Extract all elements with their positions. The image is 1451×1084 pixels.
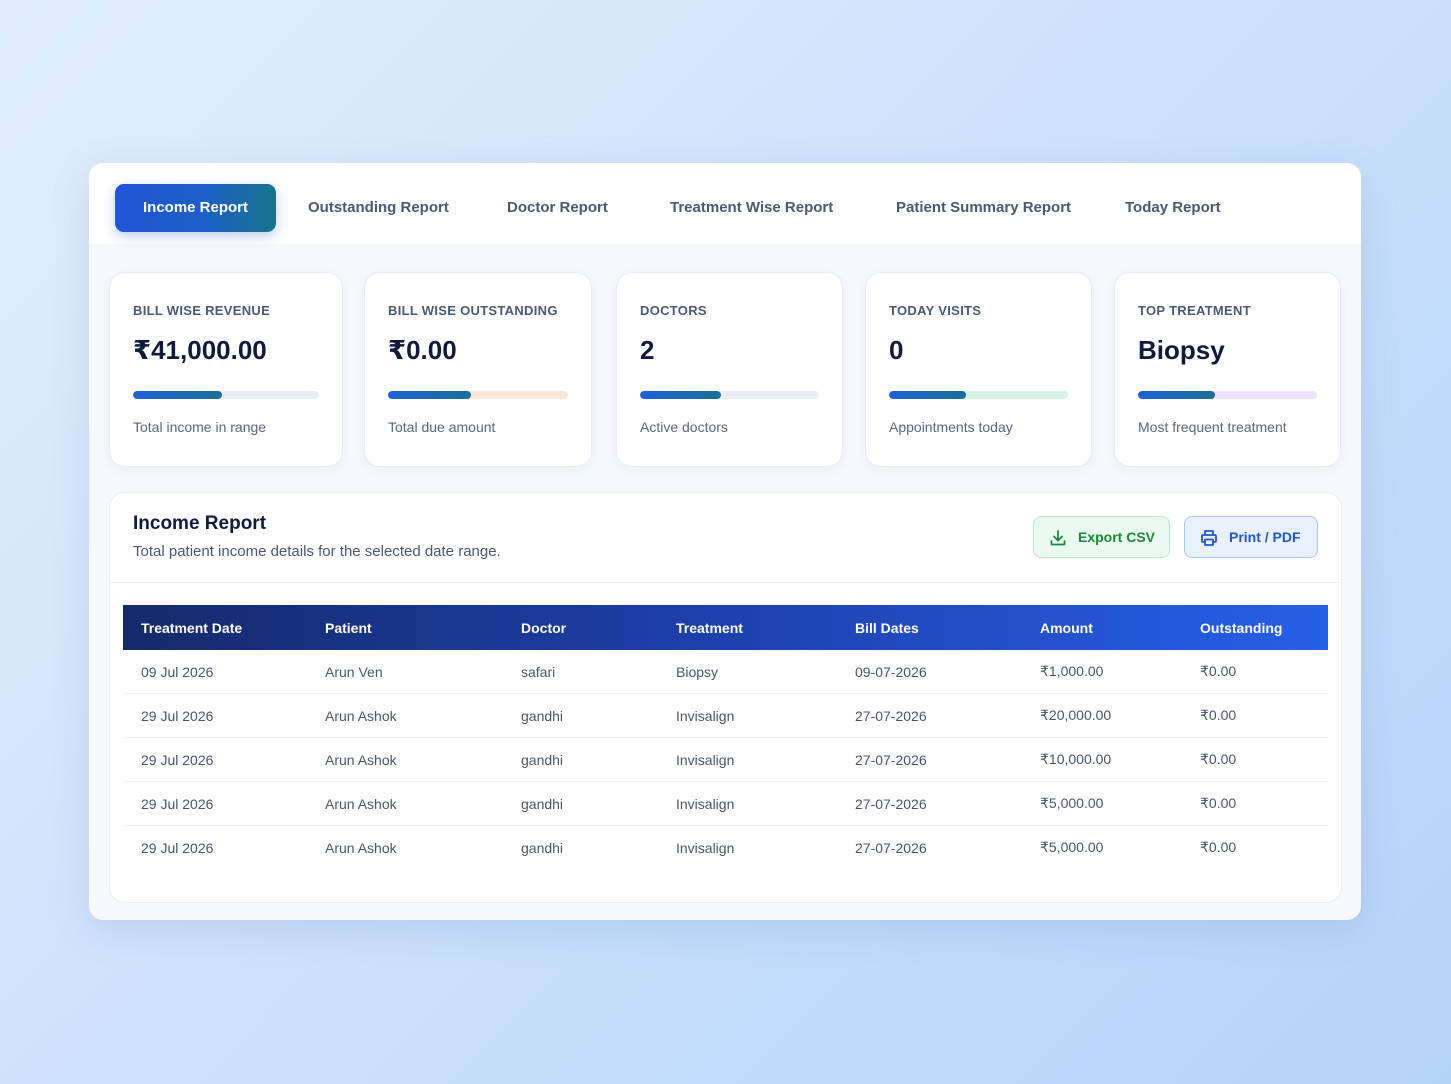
cell-treatment-date: 09 Jul 2026 — [123, 650, 307, 694]
print-pdf-button[interactable]: Print / PDF — [1184, 516, 1318, 558]
cell-amount: ₹5,000.00 — [1040, 839, 1104, 855]
cell-patient: Arun Ven — [307, 650, 503, 694]
tab-patient-summary-report[interactable]: Patient Summary Report — [896, 199, 1072, 216]
export-csv-button[interactable]: Export CSV — [1033, 516, 1170, 558]
card-description: Total due amount — [388, 419, 496, 435]
tab-doctor-report[interactable]: Doctor Report — [507, 199, 608, 216]
tab-treatment-wise-report[interactable]: Treatment Wise Report — [670, 199, 834, 216]
cell-treatment: Biopsy — [658, 650, 837, 694]
progress-fill — [1138, 391, 1215, 399]
card-label: BILL WISE OUTSTANDING — [388, 303, 558, 318]
cell-treatment-date: 29 Jul 2026 — [123, 693, 307, 738]
progress-track — [889, 391, 1068, 399]
progress-track — [640, 391, 819, 399]
table-row: 29 Jul 2026 Arun Ashok gandhi Invisalign… — [123, 693, 1328, 738]
cell-doctor: gandhi — [503, 737, 658, 782]
cell-patient: Arun Ashok — [307, 781, 503, 826]
card-label: TODAY VISITS — [889, 303, 982, 318]
progress-track — [388, 391, 568, 399]
column-header-treatment[interactable]: Treatment — [676, 619, 743, 636]
column-header-doctor[interactable]: Doctor — [521, 619, 567, 636]
cell-doctor: gandhi — [503, 693, 658, 738]
cell-outstanding: ₹0.00 — [1182, 737, 1328, 782]
tab-outstanding-report[interactable]: Outstanding Report — [308, 199, 449, 216]
cell-treatment-date: 29 Jul 2026 — [123, 781, 307, 826]
progress-fill — [640, 391, 721, 399]
card-label: DOCTORS — [640, 303, 707, 318]
card-description: Active doctors — [640, 419, 728, 435]
card-doctors: DOCTORS 2 Active doctors — [616, 272, 843, 467]
table-header-row: Treatment Date Patient Doctor Treatment … — [123, 605, 1328, 650]
card-value: Biopsy — [1138, 335, 1225, 365]
card-value: 0 — [889, 335, 904, 365]
cell-amount: ₹5,000.00 — [1022, 781, 1182, 826]
card-value: 2 — [640, 335, 655, 365]
card-top-treatment: TOP TREATMENT Biopsy Most frequent treat… — [1114, 272, 1341, 467]
cell-doctor: gandhi — [503, 781, 658, 826]
cell-patient: Arun Ashok — [307, 693, 503, 738]
income-report-section: Income Report Total patient income detai… — [109, 492, 1342, 903]
cell-bill-date: 27-07-2026 — [855, 839, 927, 856]
table-row: 29 Jul 2026 Arun Ashok gandhi Invisalign… — [123, 737, 1328, 782]
progress-track — [1138, 391, 1317, 399]
progress-fill — [133, 391, 223, 399]
column-header-outstanding[interactable]: Outstanding — [1200, 619, 1283, 636]
column-header-patient[interactable]: Patient — [325, 619, 372, 636]
cell-amount: ₹1,000.00 — [1022, 650, 1182, 694]
cell-treatment: Invisalign — [676, 839, 735, 856]
cell-outstanding: ₹0.00 — [1182, 781, 1328, 826]
card-label: TOP TREATMENT — [1138, 303, 1251, 318]
cell-outstanding: ₹0.00 — [1200, 839, 1237, 855]
cell-doctor: safari — [503, 650, 658, 694]
column-header-treatment-date[interactable]: Treatment Date — [141, 619, 243, 636]
card-description: Total income in range — [133, 419, 267, 435]
progress-track — [133, 391, 319, 399]
cell-patient: Arun Ashok — [325, 839, 397, 856]
cell-bill-date: 27-07-2026 — [837, 693, 1022, 738]
column-header-amount[interactable]: Amount — [1040, 619, 1093, 636]
export-csv-label: Export CSV — [1078, 529, 1156, 545]
card-bill-wise-outstanding: BILL WISE OUTSTANDING ₹0.00 Total due am… — [364, 272, 592, 467]
cell-treatment: Invisalign — [658, 737, 837, 782]
progress-fill — [889, 391, 966, 399]
print-pdf-label: Print / PDF — [1229, 529, 1301, 545]
income-table: Treatment Date Patient Doctor Treatment … — [123, 605, 1328, 869]
card-value: ₹41,000.00 — [133, 335, 267, 365]
cell-patient: Arun Ashok — [307, 737, 503, 782]
cell-amount: ₹10,000.00 — [1022, 737, 1182, 782]
printer-icon — [1201, 530, 1217, 546]
table-row: 09 Jul 2026 Arun Ven safari Biopsy 09-07… — [123, 650, 1328, 694]
column-header-bill-dates[interactable]: Bill Dates — [855, 619, 919, 636]
card-bill-wise-revenue: BILL WISE REVENUE ₹41,000.00 Total incom… — [109, 272, 343, 467]
card-today-visits: TODAY VISITS 0 Appointments today — [865, 272, 1092, 467]
cell-treatment-date: 29 Jul 2026 — [123, 737, 307, 782]
reports-panel: Income Report Outstanding Report Doctor … — [89, 163, 1361, 920]
cell-treatment: Invisalign — [658, 781, 837, 826]
cell-bill-date: 27-07-2026 — [837, 781, 1022, 826]
card-description: Appointments today — [889, 419, 1013, 435]
report-subtitle: Total patient income details for the sel… — [133, 543, 501, 560]
report-title: Income Report — [133, 513, 267, 534]
cell-doctor: gandhi — [521, 839, 564, 856]
card-label: BILL WISE REVENUE — [133, 303, 271, 318]
tab-today-report[interactable]: Today Report — [1125, 199, 1221, 216]
download-icon — [1050, 530, 1066, 546]
card-description: Most frequent treatment — [1138, 419, 1287, 435]
section-divider — [110, 582, 1341, 583]
table-row: 29 Jul 2026 Arun Ashok gandhi Invisalign… — [123, 781, 1328, 826]
tab-income-report[interactable]: Income Report — [115, 184, 276, 232]
cell-bill-date: 09-07-2026 — [837, 650, 1022, 694]
cell-treatment: Invisalign — [658, 693, 837, 738]
cell-outstanding: ₹0.00 — [1182, 650, 1328, 694]
card-value: ₹0.00 — [388, 335, 457, 365]
progress-fill — [388, 391, 471, 399]
cell-amount: ₹20,000.00 — [1022, 693, 1182, 738]
table-row: 29 Jul 2026 Arun Ashok gandhi Invisalign… — [123, 826, 1328, 870]
cell-treatment-date: 29 Jul 2026 — [141, 839, 214, 856]
cell-outstanding: ₹0.00 — [1182, 693, 1328, 738]
report-tabs: Income Report Outstanding Report Doctor … — [89, 163, 1361, 244]
cell-bill-date: 27-07-2026 — [837, 737, 1022, 782]
